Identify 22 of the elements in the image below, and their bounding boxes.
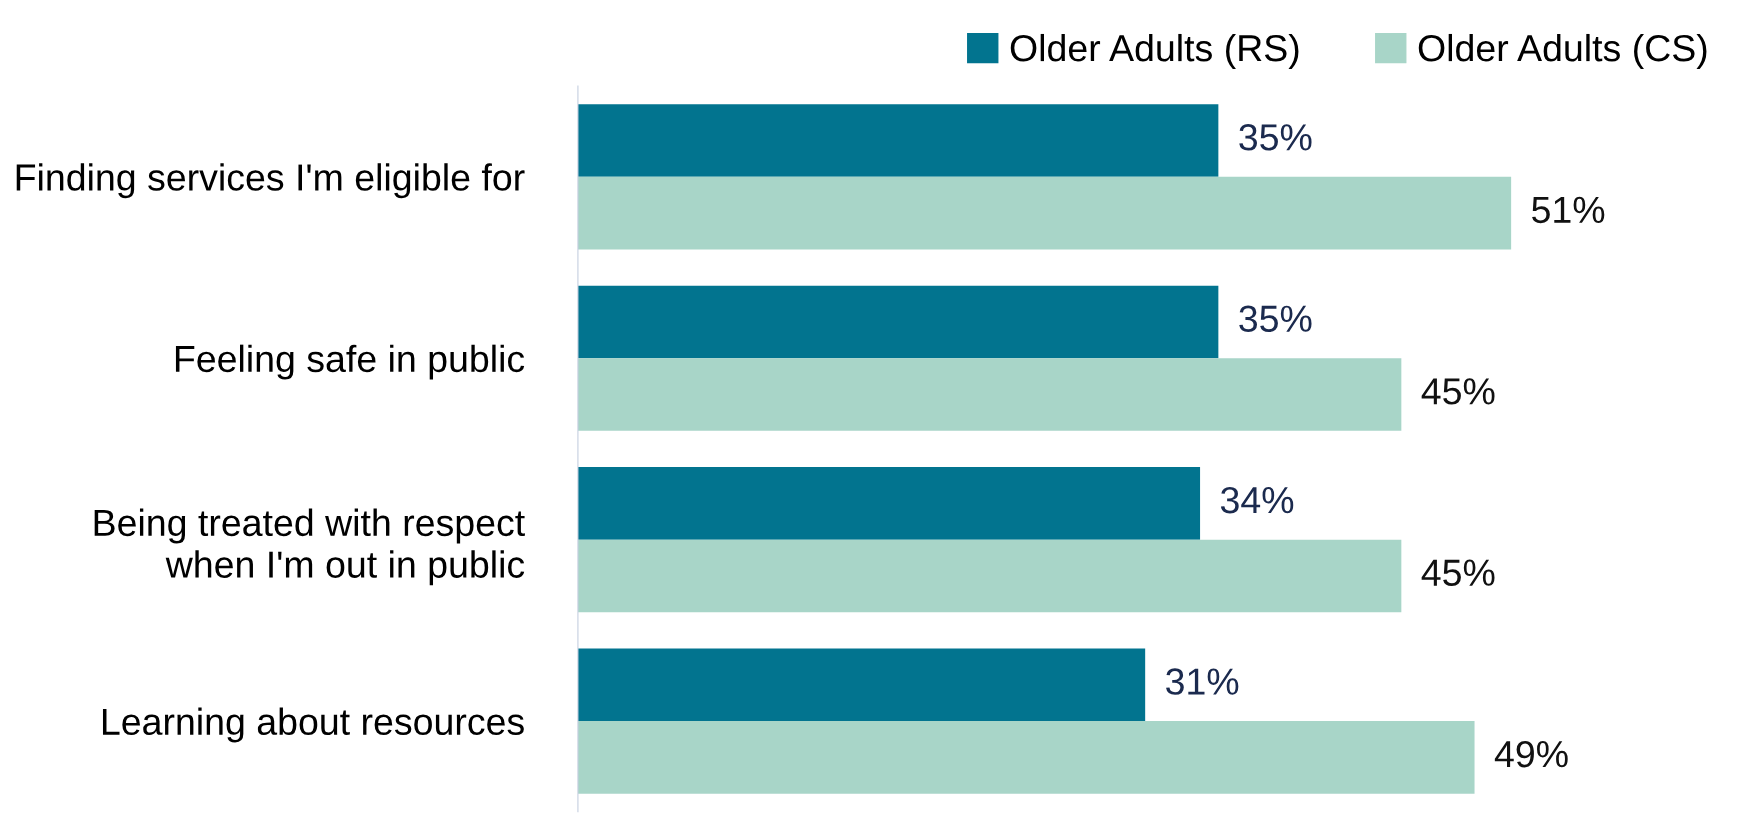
y-tick-label: Feeling safe in public <box>175 344 525 380</box>
bar <box>577 358 1402 431</box>
y-tick-label: Finding services I'm eligible for <box>16 163 525 199</box>
data-label: 49% <box>1494 740 1568 768</box>
legend-label: Older Adults (CS) <box>1418 33 1707 69</box>
y-tick-label: Learning about resources <box>102 707 524 743</box>
bar <box>577 176 1512 250</box>
bar <box>577 467 1201 540</box>
legend-label: Older Adults (RS) <box>1010 33 1299 69</box>
data-label: 45% <box>1421 559 1495 587</box>
bar <box>577 104 1219 177</box>
bar <box>577 285 1219 359</box>
bar <box>577 721 1475 794</box>
bar <box>577 539 1402 613</box>
data-label: 45% <box>1421 378 1495 405</box>
y-tick-label: Being treated with respect when I'm out in public <box>94 508 525 586</box>
data-label: 34% <box>1220 486 1294 514</box>
data-label: 31% <box>1166 668 1239 695</box>
data-label: 35% <box>1239 124 1312 151</box>
data-label: 35% <box>1239 305 1312 333</box>
data-label: 51% <box>1532 196 1605 224</box>
bar <box>577 648 1146 722</box>
